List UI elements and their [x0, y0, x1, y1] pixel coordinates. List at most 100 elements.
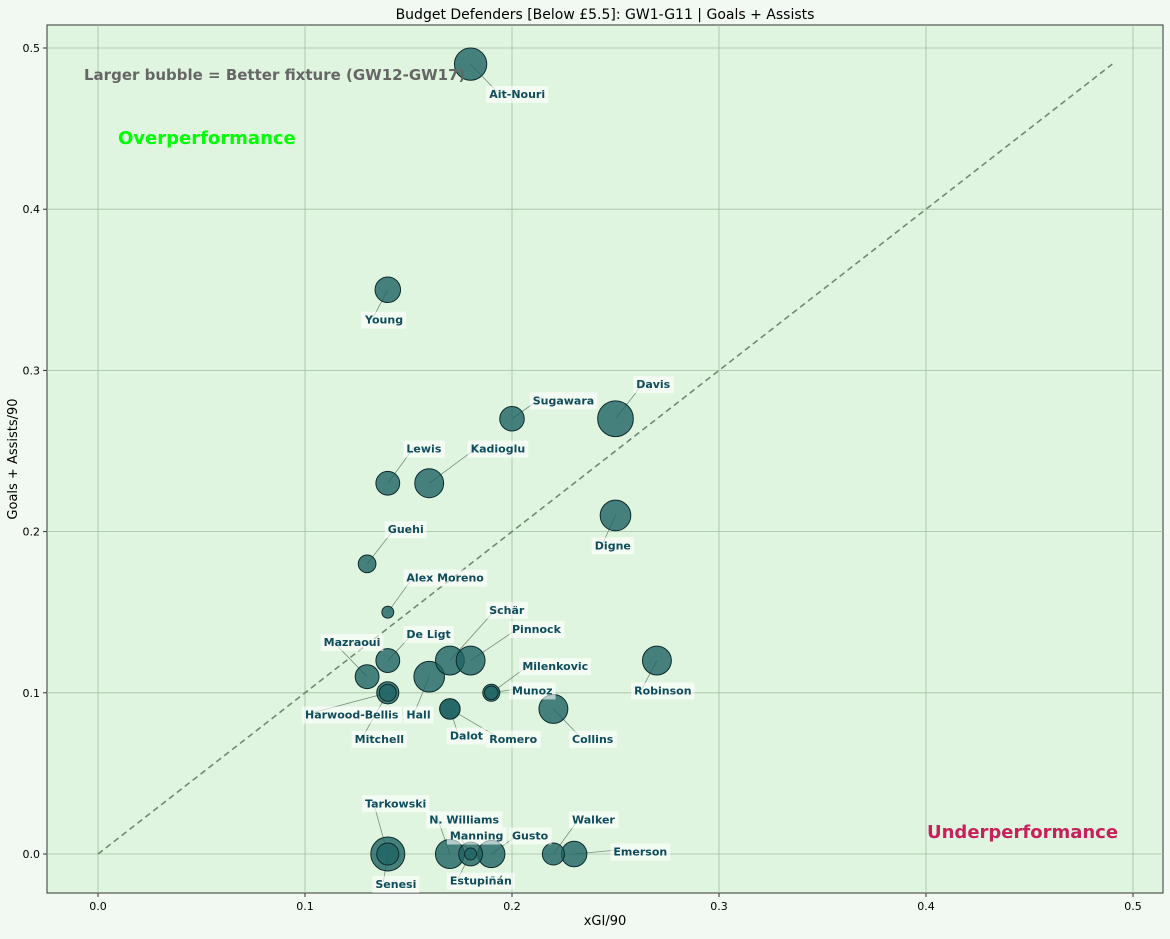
x-tick-label: 0.5 — [1124, 900, 1142, 913]
y-tick-label: 0.0 — [23, 848, 41, 861]
point-label-background — [633, 376, 674, 394]
bubble — [439, 698, 461, 720]
point-label-background — [610, 843, 671, 861]
point-label-background — [384, 521, 427, 539]
point-label: Milenkovic — [522, 660, 588, 673]
point-label: Digne — [595, 539, 631, 552]
bubble — [541, 842, 565, 866]
x-tick-label: 0.0 — [89, 900, 107, 913]
point-label: Emerson — [613, 846, 667, 859]
point-label-background — [529, 392, 598, 410]
bubble — [378, 683, 397, 702]
point-label-background — [403, 440, 445, 458]
bubble — [599, 499, 632, 532]
bubble — [413, 660, 446, 693]
point-label-background — [569, 811, 619, 829]
point-label-background — [631, 682, 695, 700]
bubble — [374, 276, 402, 304]
x-tick-label: 0.4 — [917, 900, 935, 913]
point-label: Lewis — [406, 443, 441, 456]
bubble — [484, 685, 499, 701]
underperformance-label: Underperformance — [927, 822, 1118, 843]
point-label: Sugawara — [533, 394, 594, 407]
y-tick-label: 0.2 — [23, 526, 41, 539]
y-tick-label: 0.4 — [23, 203, 41, 216]
point-label-background — [591, 537, 634, 555]
point-label-background — [302, 706, 402, 724]
point-label: Dalot — [450, 730, 483, 743]
point-label: Mitchell — [355, 733, 404, 746]
bubble — [455, 645, 486, 676]
point-label: De Ligt — [406, 628, 450, 641]
point-label: Pinnock — [512, 623, 562, 636]
bubble — [453, 47, 488, 81]
point-label: Collins — [572, 733, 614, 746]
point-label: Robinson — [634, 684, 691, 697]
bubbles — [354, 47, 672, 872]
y-tick-label: 0.1 — [23, 687, 41, 700]
point-label-background — [320, 634, 384, 652]
bubble — [381, 605, 395, 619]
point-label: Schär — [489, 604, 525, 617]
point-label-background — [446, 827, 507, 845]
point-label: Senesi — [375, 878, 416, 891]
bubble — [464, 847, 478, 861]
point-label-background — [486, 85, 549, 103]
point-label-background — [509, 621, 565, 639]
bubble — [357, 554, 377, 574]
point-label: Guehi — [388, 523, 424, 536]
bubble — [414, 468, 445, 499]
point-label: Mazraoui — [324, 636, 381, 649]
point-label: Romero — [489, 733, 537, 746]
x-tick-label: 0.1 — [296, 900, 314, 913]
point-label: Davis — [636, 378, 670, 391]
point-label: Ait-Nouri — [489, 88, 545, 101]
point-label-background — [446, 727, 487, 745]
bubble — [375, 470, 401, 496]
point-labels: Ait-Nouri Young Davis Sugawara Lewis Kadioglu… — [302, 85, 695, 893]
bubble — [560, 840, 588, 868]
grid — [47, 25, 1163, 893]
point-label-background — [467, 440, 529, 458]
bubble — [376, 842, 400, 866]
point-label: Manning — [450, 829, 504, 842]
x-tick-label: 0.2 — [503, 900, 521, 913]
x-axis-label: xGI/90 — [584, 914, 627, 929]
bubble — [499, 406, 525, 432]
point-label-background — [486, 601, 528, 619]
y-axis-ticks: 0.0 0.1 0.2 0.3 0.4 0.5 — [23, 42, 47, 861]
overperformance-label: Overperformance — [118, 128, 296, 149]
parity-line — [97, 63, 1113, 855]
bubble — [375, 648, 401, 673]
point-label: Hall — [406, 709, 430, 722]
point-label: Harwood-Bellis — [305, 709, 399, 722]
point-label: Gusto — [512, 829, 549, 842]
point-label-background — [372, 875, 420, 893]
x-axis-ticks: 0.0 0.1 0.2 0.3 0.4 0.5 — [89, 893, 1142, 913]
point-label-background — [426, 811, 503, 829]
point-label-background — [519, 658, 592, 676]
bubble — [354, 664, 380, 690]
point-label: Tarkowski — [365, 797, 426, 810]
point-label: Alex Moreno — [406, 572, 484, 585]
point-label: Estupiñán — [450, 875, 512, 888]
point-label-background — [403, 625, 454, 643]
y-tick-label: 0.3 — [23, 364, 41, 377]
point-label-background — [361, 311, 407, 329]
x-tick-label: 0.3 — [710, 900, 728, 913]
point-label-background — [509, 682, 556, 700]
point-label: Kadioglu — [471, 443, 526, 456]
bubble — [641, 645, 672, 676]
point-label-background — [509, 827, 552, 845]
fixture-note: Larger bubble = Better fixture (GW12-GW1… — [84, 66, 465, 84]
point-label-background — [403, 706, 434, 724]
point-label: N. Williams — [429, 813, 499, 826]
point-label: Young — [364, 314, 403, 327]
point-label: Walker — [572, 813, 615, 826]
point-label-background — [403, 569, 488, 587]
point-label-background — [351, 730, 408, 748]
point-label: Munoz — [512, 684, 553, 697]
point-label-background — [486, 730, 541, 748]
